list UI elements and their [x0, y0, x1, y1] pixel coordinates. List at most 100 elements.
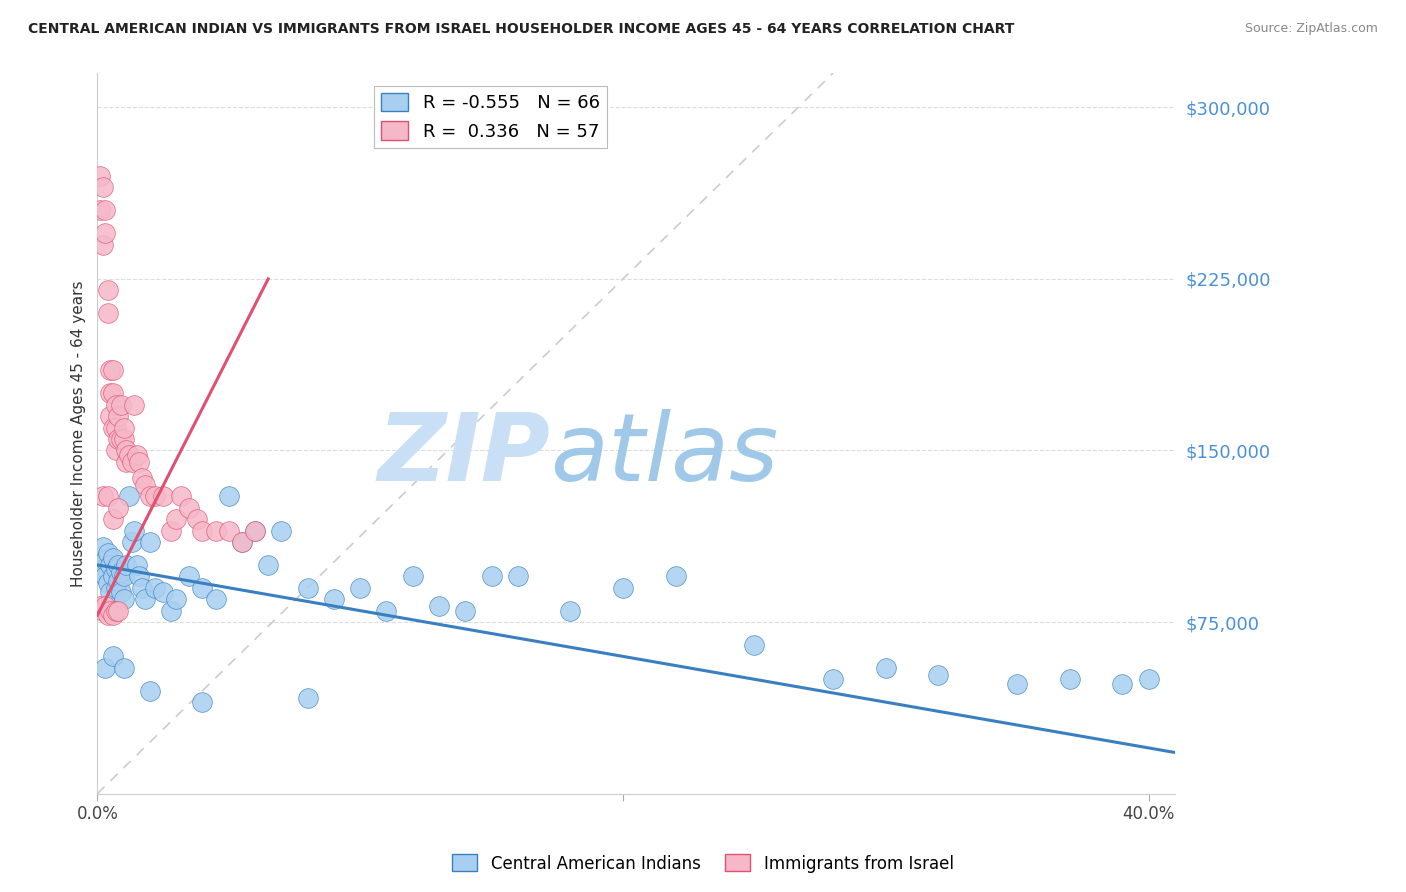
- Point: [218, 524, 240, 538]
- Point: [91, 237, 114, 252]
- Point: [402, 569, 425, 583]
- Point: [165, 592, 187, 607]
- Point: [128, 569, 150, 583]
- Point: [104, 562, 127, 576]
- Point: [191, 581, 214, 595]
- Point: [115, 455, 138, 469]
- Point: [454, 604, 477, 618]
- Point: [375, 604, 398, 618]
- Point: [152, 585, 174, 599]
- Point: [112, 661, 135, 675]
- Point: [664, 569, 686, 583]
- Point: [612, 581, 634, 595]
- Point: [231, 535, 253, 549]
- Point: [89, 599, 111, 613]
- Legend: Central American Indians, Immigrants from Israel: Central American Indians, Immigrants fro…: [446, 847, 960, 880]
- Point: [112, 569, 135, 583]
- Point: [875, 661, 897, 675]
- Point: [322, 592, 344, 607]
- Point: [100, 604, 122, 618]
- Point: [243, 524, 266, 538]
- Point: [506, 569, 529, 583]
- Point: [160, 524, 183, 538]
- Point: [100, 363, 122, 377]
- Point: [94, 553, 117, 567]
- Point: [110, 565, 132, 579]
- Point: [131, 471, 153, 485]
- Point: [125, 448, 148, 462]
- Point: [89, 558, 111, 572]
- Point: [179, 569, 201, 583]
- Point: [101, 420, 124, 434]
- Point: [560, 604, 582, 618]
- Point: [101, 363, 124, 377]
- Point: [110, 398, 132, 412]
- Point: [118, 448, 141, 462]
- Point: [1137, 673, 1160, 687]
- Point: [94, 661, 117, 675]
- Point: [100, 585, 122, 599]
- Point: [91, 180, 114, 194]
- Point: [101, 649, 124, 664]
- Point: [104, 581, 127, 595]
- Point: [104, 604, 127, 618]
- Point: [744, 638, 766, 652]
- Point: [481, 569, 503, 583]
- Point: [107, 409, 129, 424]
- Text: CENTRAL AMERICAN INDIAN VS IMMIGRANTS FROM ISRAEL HOUSEHOLDER INCOME AGES 45 - 6: CENTRAL AMERICAN INDIAN VS IMMIGRANTS FR…: [28, 22, 1015, 37]
- Point: [121, 535, 143, 549]
- Point: [101, 512, 124, 526]
- Point: [125, 558, 148, 572]
- Point: [131, 581, 153, 595]
- Point: [349, 581, 371, 595]
- Y-axis label: Householder Income Ages 45 - 64 years: Householder Income Ages 45 - 64 years: [72, 280, 86, 587]
- Point: [107, 432, 129, 446]
- Point: [112, 592, 135, 607]
- Point: [101, 569, 124, 583]
- Point: [1111, 677, 1133, 691]
- Point: [297, 581, 319, 595]
- Point: [231, 535, 253, 549]
- Point: [134, 592, 156, 607]
- Point: [257, 558, 280, 572]
- Point: [139, 683, 162, 698]
- Point: [94, 226, 117, 240]
- Point: [89, 169, 111, 183]
- Point: [104, 420, 127, 434]
- Point: [97, 576, 120, 591]
- Point: [94, 569, 117, 583]
- Point: [927, 667, 949, 681]
- Point: [270, 524, 292, 538]
- Legend: R = -0.555   N = 66, R =  0.336   N = 57: R = -0.555 N = 66, R = 0.336 N = 57: [374, 86, 607, 148]
- Point: [100, 386, 122, 401]
- Point: [427, 599, 450, 613]
- Text: atlas: atlas: [550, 409, 778, 500]
- Point: [128, 455, 150, 469]
- Point: [143, 489, 166, 503]
- Point: [89, 203, 111, 218]
- Point: [91, 604, 114, 618]
- Point: [107, 558, 129, 572]
- Point: [104, 398, 127, 412]
- Point: [97, 283, 120, 297]
- Point: [121, 455, 143, 469]
- Point: [115, 443, 138, 458]
- Text: ZIP: ZIP: [377, 409, 550, 501]
- Point: [97, 489, 120, 503]
- Point: [297, 690, 319, 705]
- Point: [97, 546, 120, 560]
- Point: [97, 608, 120, 623]
- Point: [218, 489, 240, 503]
- Point: [94, 203, 117, 218]
- Point: [139, 535, 162, 549]
- Point: [100, 409, 122, 424]
- Point: [170, 489, 193, 503]
- Point: [204, 592, 226, 607]
- Point: [179, 500, 201, 515]
- Point: [110, 585, 132, 599]
- Point: [204, 524, 226, 538]
- Point: [101, 608, 124, 623]
- Point: [104, 443, 127, 458]
- Point: [243, 524, 266, 538]
- Point: [91, 562, 114, 576]
